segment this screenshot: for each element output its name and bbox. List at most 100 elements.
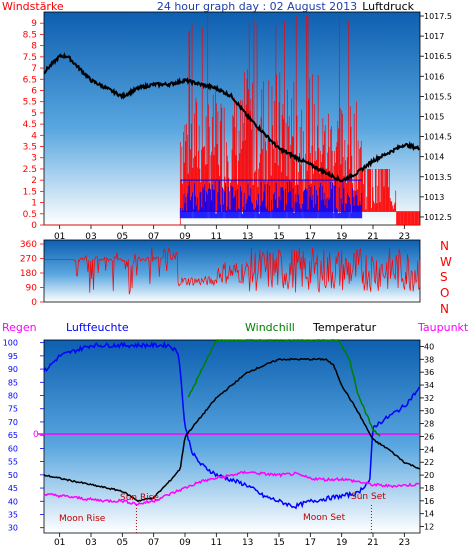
wind-direction-plot: 0 90 180 270 360 [20,240,421,308]
windspeed-tick-label: 9 [31,19,37,29]
compass-n-top: N [440,239,449,253]
pressure-line [43,51,420,183]
direction-tick-label: 0 [31,298,37,308]
pressure-tick-label: 1017 [424,32,444,41]
pressure-tick-label: 1016 [424,72,444,81]
moon-set-label: Moon Set [303,513,346,523]
windspeed-tick-label: 4 [31,131,37,141]
temp-tick-label: 26 [424,433,434,442]
temp-humidity-panel [43,339,421,534]
windspeed-tick-label: 3 [31,154,37,164]
x-tick-label: 03 [85,232,96,242]
temp-humidity-plot: 30 35 40 45 50 55 60 65 70 75 80 85 90 95 100 12 14 16 18 2… [3,339,434,548]
pressure-tick-label: 1014.5 [424,133,452,142]
moon-rise-label: Moon Rise [59,514,106,524]
x-tick-label: 05 [117,232,128,242]
compass-o: O [440,286,449,300]
pressure-tick-label: 1012.5 [424,213,452,222]
humidity-tick-label: 95 [8,352,18,361]
windspeed-tick-label: 4.5 [23,120,37,130]
pressure-tick-label: 1014 [424,153,444,162]
wind-gust-line [179,180,363,219]
humidity-tick-label: 100 [3,339,18,348]
temp-tick-label: 20 [424,471,434,480]
dewpoint-line [43,470,421,506]
temp-tick-label: 28 [424,420,434,429]
sun-set-label: Sun Set [351,492,386,502]
windspeed-tick-label: 0.5 [23,210,37,220]
x-tick-label: 07 [148,232,159,242]
humidity-tick-label: 45 [8,484,18,493]
direction-tick-label: 270 [20,255,37,265]
humidity-tick-label: 30 [8,524,18,533]
windspeed-tick-label: 2 [31,176,37,186]
pressure-tick-label: 1015.5 [424,92,452,101]
x-tick-label: 09 [179,232,191,242]
x-tick-label: 17 [305,232,316,242]
windchill-line [187,339,381,437]
temp-tick-label: 18 [424,484,434,493]
temp-tick-label: 36 [424,368,434,377]
x-tick-label: 15 [273,232,284,242]
compass-s: S [440,270,448,284]
x-tick-label: 09 [179,538,191,548]
windspeed-tick-label: 5 [31,109,37,119]
x-tick-label: 21 [367,232,378,242]
temp-tick-label: 40 [424,342,434,351]
windspeed-tick-label: 2.5 [23,165,37,175]
temp-tick-label: 12 [424,523,434,532]
x-tick-label: 13 [242,538,253,548]
humidity-tick-label: 65 [8,431,18,440]
windspeed-tick-label: 7 [31,64,37,74]
x-tick-label: 23 [399,538,410,548]
humidity-tick-label: 40 [8,497,18,506]
windspeed-tick-label: 8 [31,42,37,52]
temp-tick-label: 30 [424,407,434,416]
windspeed-tick-label: 8.5 [23,30,37,40]
x-tick-label: 17 [305,538,316,548]
legend-windchill: Windchill [245,321,295,334]
x-tick-label: 03 [85,538,96,548]
direction-tick-label: 90 [26,284,38,294]
sun-rise-label: Sun Rise [120,493,159,503]
windspeed-tick-label: 0 [31,221,37,231]
x-tick-label: 13 [242,232,253,242]
windspeed-tick-label: 6 [31,86,37,96]
temp-tick-label: 32 [424,394,434,403]
header-title: 24 hour graph day : 02 August 2013 [157,0,357,13]
header-left: Windstärke [2,0,64,13]
pressure-tick-label: 1013.5 [424,173,452,182]
legend-taupunkt: Taupunkt [417,321,469,334]
humidity-tick-label: 70 [8,418,18,427]
temperature-line [43,357,421,503]
temp-tick-label: 22 [424,458,434,467]
humidity-tick-label: 50 [8,471,18,480]
humidity-tick-label: 85 [8,378,18,387]
x-tick-label: 19 [336,538,348,548]
rain-zero-label: 0 [33,430,39,440]
temp-tick-label: 16 [424,497,434,506]
pressure-tick-label: 1015 [424,112,444,121]
temp-tick-label: 38 [424,355,434,364]
windspeed-tick-label: 1.5 [23,187,37,197]
legend-regen: Regen [2,321,37,334]
x-tick-label: 19 [336,232,348,242]
humidity-tick-label: 75 [8,405,18,414]
x-tick-label: 23 [399,232,410,242]
legend-luftfeuchte: Luftfeuchte [66,321,129,334]
temp-tick-label: 14 [424,510,434,519]
temp-tick-label: 34 [424,381,434,390]
compass-n-bottom: N [440,302,449,316]
windspeed-tick-label: 7.5 [23,53,37,63]
windspeed-tick-label: 1 [31,199,37,209]
x-tick-label: 07 [148,538,159,548]
direction-tick-label: 180 [20,269,37,279]
compass-w: W [440,255,452,269]
x-tick-label: 21 [367,538,378,548]
x-tick-label: 15 [273,538,284,548]
x-tick-label: 11 [211,538,222,548]
humidity-line [43,340,421,510]
windspeed-tick-label: 6.5 [23,75,37,85]
